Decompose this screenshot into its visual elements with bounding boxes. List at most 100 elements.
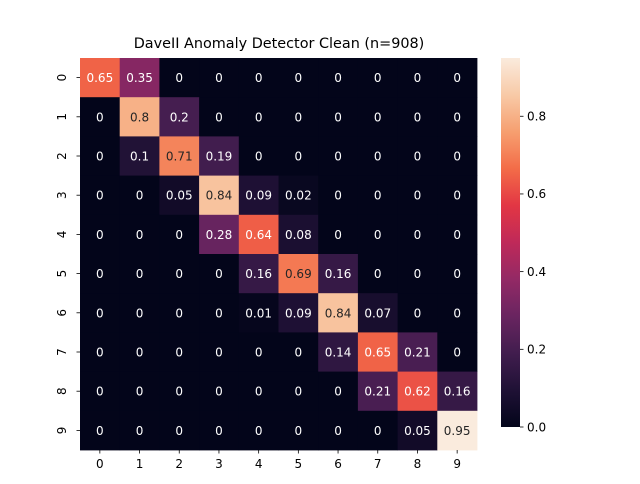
- x-tick-label: 3: [215, 457, 223, 471]
- cell-value-label: 0: [453, 110, 461, 124]
- heatmap-cell: [397, 97, 438, 137]
- heatmap-cell: [357, 371, 398, 412]
- heatmap-cells: [80, 58, 478, 451]
- cell-value-label: 0: [374, 228, 382, 242]
- cell-value-label: 0.01: [245, 306, 272, 320]
- heatmap-cell: [437, 136, 478, 176]
- heatmap-cell: [318, 332, 359, 372]
- cell-value-label: 0: [255, 71, 263, 85]
- heatmap-cell: [119, 97, 160, 137]
- cell-value-label: 0: [96, 346, 104, 360]
- x-tick-label: 0: [96, 457, 104, 471]
- heatmap-cell: [199, 254, 240, 294]
- cell-value-label: 0: [136, 306, 144, 320]
- heatmap-cell: [278, 254, 319, 294]
- heatmap-cell: [357, 254, 398, 294]
- cell-value-label: 0: [374, 71, 382, 85]
- cell-value-label: 0: [453, 71, 461, 85]
- cell-value-label: 0: [414, 306, 422, 320]
- heatmap-cell: [199, 136, 240, 176]
- heatmap-cell: [357, 58, 398, 98]
- y-tick-label: 0: [55, 74, 69, 82]
- heatmap-cell: [397, 136, 438, 176]
- chart-title: DaveII Anomaly Detector Clean (n=908): [134, 36, 425, 52]
- cell-value-label: 0: [96, 267, 104, 281]
- heatmap-cell: [159, 175, 200, 216]
- heatmap-cell: [318, 58, 359, 98]
- cell-value-label: 0: [334, 150, 342, 164]
- cell-value-label: 0.95: [444, 424, 471, 438]
- cell-value-label: 0: [453, 306, 461, 320]
- cell-value-label: 0: [215, 346, 223, 360]
- cell-value-label: 0.71: [166, 150, 193, 164]
- x-tick-label: 2: [175, 457, 183, 471]
- cell-value-label: 0: [255, 150, 263, 164]
- heatmap-cell: [437, 410, 478, 451]
- cell-value-label: 0: [453, 228, 461, 242]
- cell-value-label: 0: [215, 110, 223, 124]
- colorbar-tick-label: 0.4: [527, 265, 546, 279]
- x-tick-label: 1: [136, 457, 144, 471]
- heatmap-cell: [199, 175, 240, 216]
- heatmap-cell: [159, 214, 200, 255]
- colorbar-gradient: [501, 58, 520, 427]
- x-tick-label: 7: [374, 457, 382, 471]
- heatmap-cell: [80, 136, 121, 176]
- cell-value-label: 0: [96, 385, 104, 399]
- heatmap-cell: [119, 293, 160, 333]
- cell-value-label: 0: [136, 228, 144, 242]
- cell-value-label: 0.05: [404, 424, 431, 438]
- colorbar-tick-label: 0.6: [527, 187, 546, 201]
- cell-value-label: 0: [175, 228, 183, 242]
- cell-value-label: 0: [175, 267, 183, 281]
- heatmap-cell: [357, 97, 398, 137]
- heatmap-cell: [278, 58, 319, 98]
- colorbar-tick-label: 0.2: [527, 343, 546, 357]
- heatmap-cell: [318, 214, 359, 255]
- heatmap-cell: [119, 332, 160, 372]
- cell-value-label: 0: [414, 71, 422, 85]
- cell-value-label: 0: [96, 306, 104, 320]
- heatmap-cell: [278, 293, 319, 333]
- cell-value-label: 0: [414, 267, 422, 281]
- cell-value-label: 0.07: [364, 306, 391, 320]
- heatmap-cell: [318, 410, 359, 451]
- heatmap-cell: [437, 371, 478, 412]
- heatmap-cell: [278, 371, 319, 412]
- cell-value-label: 0: [255, 110, 263, 124]
- heatmap-cell: [159, 97, 200, 137]
- heatmap-cell: [437, 254, 478, 294]
- cell-value-label: 0: [453, 267, 461, 281]
- heatmap-cell: [437, 58, 478, 98]
- cell-value-label: 0.09: [285, 306, 312, 320]
- heatmap-cell: [119, 410, 160, 451]
- heatmap-cell: [397, 175, 438, 216]
- heatmap-cell: [397, 332, 438, 372]
- heatmap-cell: [397, 58, 438, 98]
- heatmap-cell: [80, 293, 121, 333]
- cell-value-label: 0: [96, 228, 104, 242]
- cell-value-label: 0.02: [285, 189, 312, 203]
- heatmap-cell: [159, 58, 200, 98]
- cell-value-label: 0.05: [166, 189, 193, 203]
- cell-value-label: 0: [175, 71, 183, 85]
- heatmap-cell: [357, 293, 398, 333]
- cell-value-label: 0: [255, 346, 263, 360]
- colorbar-tick-label: 0.8: [527, 110, 546, 124]
- cell-value-label: 0: [295, 110, 303, 124]
- y-tick-label: 5: [55, 270, 69, 278]
- cell-value-label: 0.84: [325, 306, 352, 320]
- heatmap-cell: [318, 254, 359, 294]
- cell-value-label: 0: [215, 306, 223, 320]
- cell-value-label: 0.69: [285, 267, 312, 281]
- heatmap-cell: [357, 175, 398, 216]
- heatmap-cell: [238, 58, 279, 98]
- heatmap-cell: [119, 175, 160, 216]
- x-tick-label: 6: [334, 457, 342, 471]
- heatmap-cell: [159, 410, 200, 451]
- cell-value-label: 0.64: [245, 228, 272, 242]
- heatmap-cell: [318, 371, 359, 412]
- heatmap-cell: [119, 136, 160, 176]
- cell-value-label: 0: [136, 267, 144, 281]
- cell-value-label: 0.21: [364, 385, 391, 399]
